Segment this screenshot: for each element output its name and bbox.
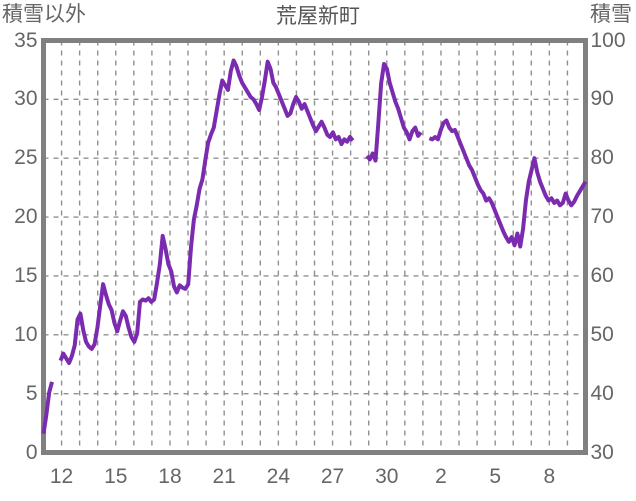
left-axis-tick-label: 15: [14, 263, 38, 287]
right-axis-tick-label: 40: [590, 381, 614, 405]
left-axis-title: 積雪以外: [2, 3, 86, 26]
x-axis-tick-label: 30: [375, 464, 399, 488]
x-axis-tick-label: 24: [266, 464, 291, 488]
x-axis-tick-label: 27: [320, 464, 345, 488]
x-axis-tick-label: 18: [158, 464, 182, 488]
left-axis-tick-label: 20: [14, 205, 38, 229]
x-axis-tick-label: 5: [489, 464, 501, 488]
right-axis-tick-label: 70: [590, 205, 614, 229]
x-axis-tick-label: 21: [212, 464, 236, 488]
series-lines: [41, 58, 588, 434]
left-axis-tick-label: 10: [14, 322, 38, 346]
left-axis-tick-label: 25: [14, 146, 38, 170]
left-axis-tick-label: 30: [14, 87, 38, 111]
right-axis-tick-label: 90: [590, 87, 614, 111]
x-axis-tick-label: 8: [543, 464, 556, 488]
right-axis-title: 積雪: [590, 3, 632, 26]
x-axis-tick-label: 12: [49, 464, 74, 488]
x-axis-tick-label: 2: [435, 464, 447, 488]
x-axis-tick-label: 15: [104, 464, 128, 488]
right-axis-tick-label: 100: [590, 28, 626, 52]
left-axis-tick-label: 5: [25, 381, 38, 405]
right-axis-tick-label: 80: [590, 146, 614, 170]
left-axis-tick-label: 35: [14, 28, 38, 52]
axis-frame: [41, 38, 588, 455]
left-axis-tick-label: 0: [25, 440, 38, 464]
vertical-gridlines: [60, 40, 569, 453]
right-axis-tick-label: 50: [590, 322, 614, 346]
chart-title: 荒屋新町: [276, 5, 360, 28]
right-axis-tick-label: 30: [590, 440, 614, 464]
right-axis-tick-label: 60: [590, 263, 614, 287]
